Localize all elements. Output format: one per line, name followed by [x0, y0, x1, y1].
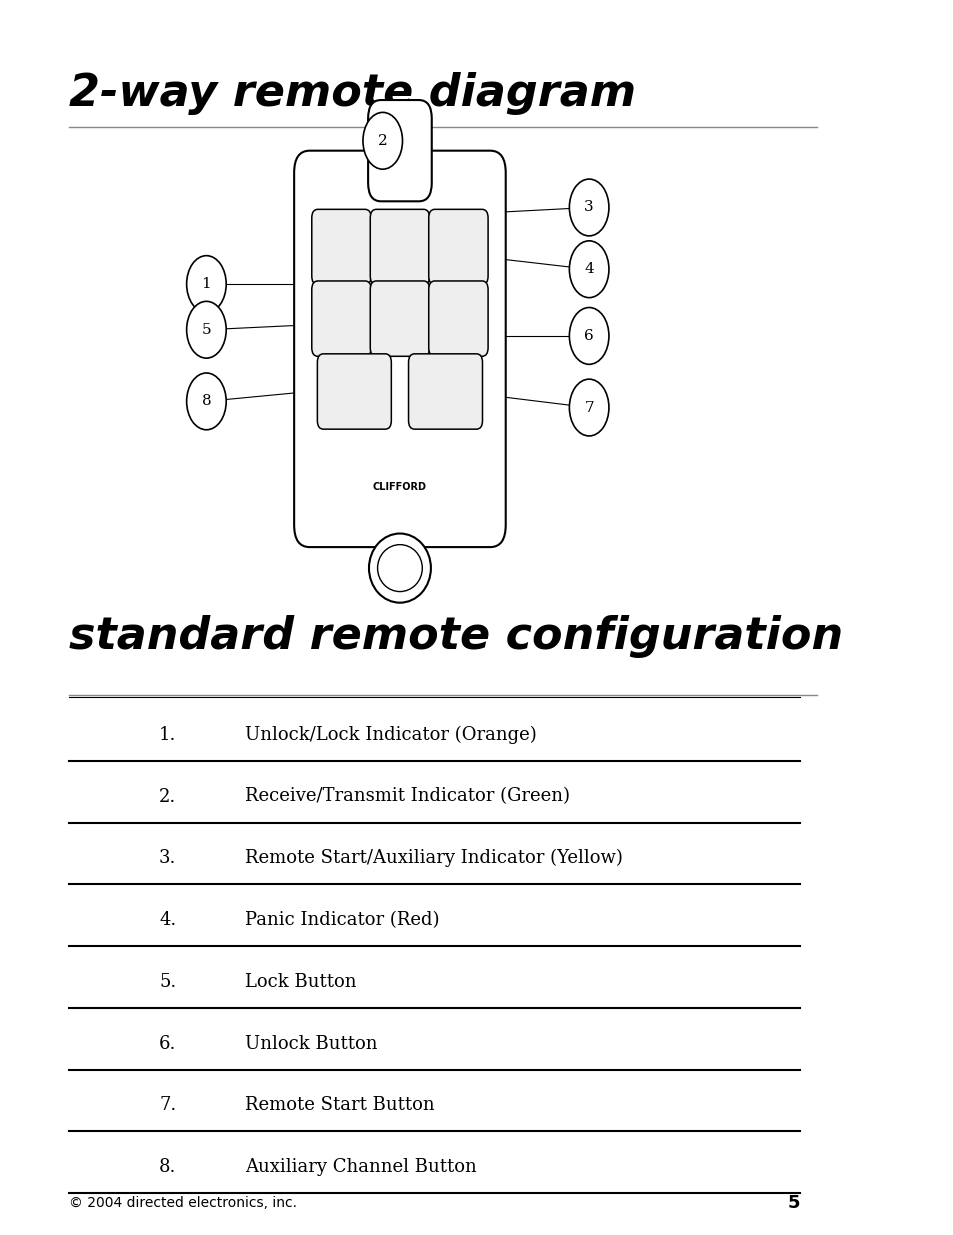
Circle shape — [569, 241, 608, 298]
Text: Unlock/Lock Indicator (Orange): Unlock/Lock Indicator (Orange) — [245, 726, 537, 743]
Text: 2: 2 — [377, 133, 387, 148]
Text: standard remote configuration: standard remote configuration — [69, 615, 842, 658]
Circle shape — [569, 179, 608, 236]
Text: 7.: 7. — [159, 1097, 176, 1114]
Text: Lock Button: Lock Button — [245, 973, 356, 990]
Text: 6: 6 — [583, 329, 594, 343]
Text: Panic Indicator (Red): Panic Indicator (Red) — [245, 911, 439, 929]
Text: Remote Start Button: Remote Start Button — [245, 1097, 435, 1114]
Text: 3.: 3. — [159, 850, 176, 867]
Text: Remote Start/Auxiliary Indicator (Yellow): Remote Start/Auxiliary Indicator (Yellow… — [245, 850, 622, 867]
FancyBboxPatch shape — [370, 282, 429, 357]
Text: 5: 5 — [201, 322, 211, 337]
Text: 2.: 2. — [159, 788, 176, 805]
Text: 8: 8 — [201, 394, 211, 409]
Text: 8.: 8. — [159, 1158, 176, 1176]
Text: 6.: 6. — [159, 1035, 176, 1052]
Text: 4: 4 — [583, 262, 594, 277]
FancyBboxPatch shape — [370, 209, 429, 284]
Circle shape — [187, 256, 226, 312]
Circle shape — [569, 308, 608, 364]
Text: 5.: 5. — [159, 973, 176, 990]
Ellipse shape — [377, 545, 422, 592]
Text: 2-way remote diagram: 2-way remote diagram — [69, 72, 636, 115]
Circle shape — [569, 379, 608, 436]
FancyBboxPatch shape — [408, 353, 482, 429]
FancyBboxPatch shape — [428, 209, 488, 284]
Text: 7: 7 — [584, 400, 594, 415]
Circle shape — [187, 301, 226, 358]
FancyBboxPatch shape — [368, 100, 432, 201]
Text: 1: 1 — [201, 277, 211, 291]
Text: 3: 3 — [584, 200, 594, 215]
Text: 5: 5 — [786, 1194, 799, 1212]
FancyBboxPatch shape — [312, 282, 371, 357]
Text: 1.: 1. — [159, 726, 176, 743]
Text: Auxiliary Channel Button: Auxiliary Channel Button — [245, 1158, 476, 1176]
Ellipse shape — [369, 534, 431, 603]
FancyBboxPatch shape — [294, 151, 505, 547]
Text: Unlock Button: Unlock Button — [245, 1035, 377, 1052]
Text: CLIFFORD: CLIFFORD — [373, 482, 427, 492]
Text: 4.: 4. — [159, 911, 176, 929]
Text: © 2004 directed electronics, inc.: © 2004 directed electronics, inc. — [69, 1195, 296, 1210]
FancyBboxPatch shape — [317, 353, 391, 429]
Text: Receive/Transmit Indicator (Green): Receive/Transmit Indicator (Green) — [245, 788, 570, 805]
FancyBboxPatch shape — [428, 282, 488, 357]
Circle shape — [362, 112, 402, 169]
Circle shape — [187, 373, 226, 430]
FancyBboxPatch shape — [312, 209, 371, 284]
